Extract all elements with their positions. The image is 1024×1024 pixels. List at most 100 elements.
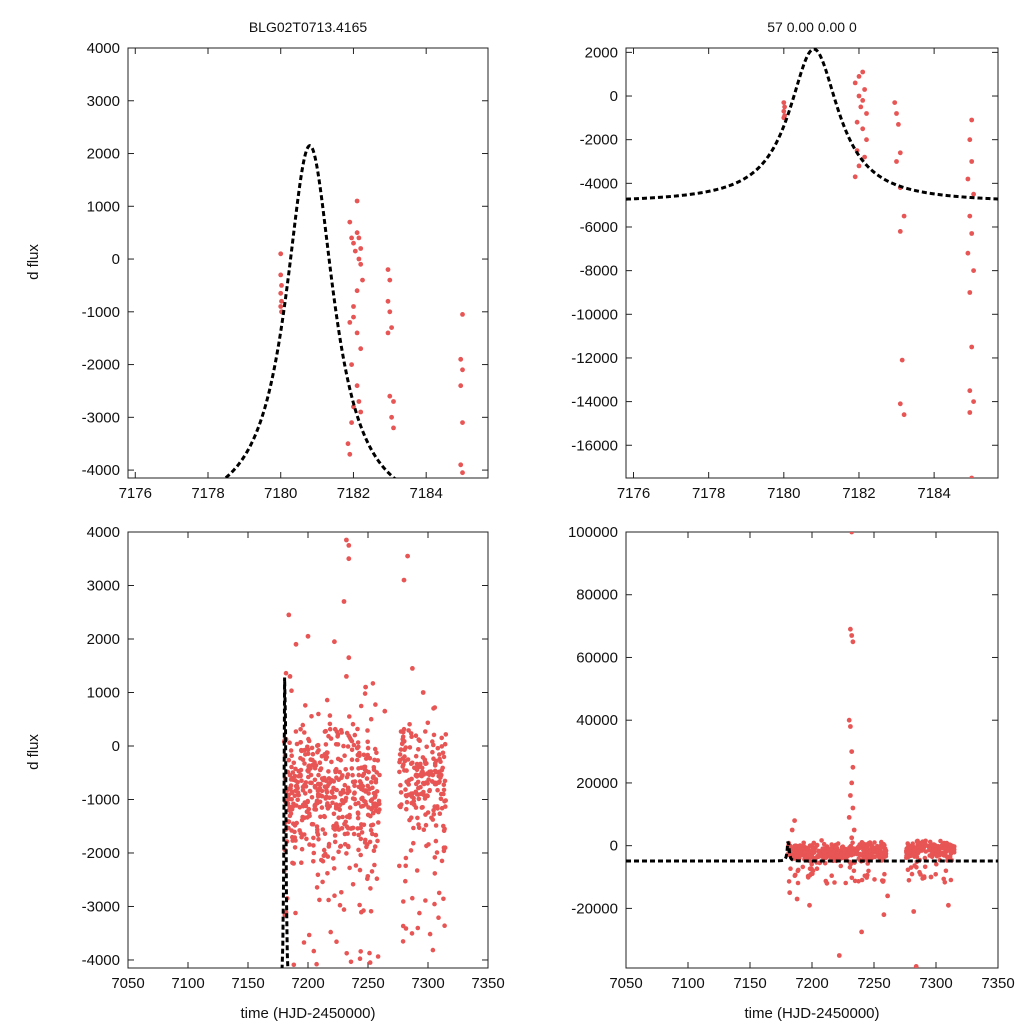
data-point (339, 798, 345, 803)
data-point (430, 817, 436, 822)
data-point (947, 844, 952, 850)
data-point (414, 868, 420, 873)
data-point (418, 761, 423, 767)
data-point (305, 768, 310, 773)
data-point (363, 768, 369, 774)
data-point (294, 741, 300, 747)
data-point (837, 855, 842, 860)
data-point (344, 537, 349, 543)
data-point (355, 740, 361, 745)
data-point (349, 235, 354, 241)
x-tick-label: 7350 (471, 975, 504, 992)
model-curve (223, 143, 397, 478)
data-point (885, 893, 890, 899)
data-point (421, 789, 426, 795)
data-point (926, 847, 932, 853)
panel-top-left: 7176 7178 7180 7182 7184 -4000 -3000 -2000 -1000… (82, 40, 489, 502)
data-point (357, 753, 362, 759)
data-point (358, 246, 364, 251)
data-point (407, 722, 412, 727)
data-point (866, 841, 871, 846)
data-point (339, 890, 344, 895)
data-point (278, 290, 284, 296)
plot-frame (625, 531, 999, 969)
data-point (400, 923, 406, 929)
data-point (326, 897, 331, 903)
y-tick-label: -2000 (82, 845, 120, 862)
data-point (350, 721, 356, 727)
data-point (309, 714, 314, 719)
data-point (897, 401, 903, 407)
data-point (356, 847, 361, 853)
data-point (337, 769, 343, 775)
data-point (306, 774, 311, 780)
y-tick-label: 100000 (568, 524, 618, 541)
model-curve (626, 841, 998, 863)
data-point (374, 789, 380, 794)
data-point (801, 849, 807, 855)
x-tick-label: 7182 (842, 485, 875, 502)
data-point (806, 852, 811, 858)
data-point (349, 362, 354, 367)
x-tick-label: 7200 (291, 975, 324, 992)
data-point (365, 783, 371, 789)
data-point (305, 799, 310, 805)
data-point (401, 762, 406, 767)
data-point (317, 760, 323, 765)
data-point (289, 789, 295, 795)
x-tick-label: 7100 (171, 975, 204, 992)
data-point (355, 726, 360, 732)
data-point (401, 899, 406, 904)
data-point (308, 780, 313, 786)
data-point (364, 844, 369, 850)
data-point (351, 831, 357, 837)
data-point (358, 949, 364, 954)
data-point (365, 745, 371, 751)
data-point (408, 731, 414, 736)
data-point (351, 314, 356, 320)
data-point (398, 790, 404, 795)
data-point (326, 841, 332, 847)
data-point (401, 577, 407, 583)
data-point (287, 773, 293, 778)
data-point (361, 908, 366, 913)
data-point (300, 757, 306, 762)
data-point (400, 734, 406, 739)
data-point (460, 470, 465, 476)
data-point (289, 764, 294, 770)
data-point (911, 909, 917, 914)
data-point (842, 847, 848, 853)
data-point (332, 833, 338, 838)
data-point (370, 822, 376, 828)
x-tick-label: 7184 (409, 485, 442, 502)
data-point (315, 872, 321, 878)
data-point (872, 840, 877, 845)
data-point (290, 834, 295, 840)
data-point (943, 868, 949, 874)
model-curve (626, 48, 998, 201)
data-point (414, 761, 420, 767)
data-point (882, 871, 887, 877)
data-point (324, 794, 329, 800)
data-point (442, 923, 447, 928)
data-point (424, 744, 430, 750)
data-point (845, 853, 850, 859)
data-point (331, 786, 337, 792)
data-point (355, 757, 360, 763)
data-point (439, 744, 445, 749)
data-point (349, 420, 354, 425)
data-point (458, 462, 464, 468)
y-tick-label: 0 (610, 88, 618, 105)
data-point (298, 727, 303, 732)
data-point (389, 325, 394, 330)
data-point (426, 842, 431, 847)
data-point (345, 787, 351, 792)
data-point (342, 821, 347, 827)
data-point (414, 774, 420, 779)
data-point (809, 871, 814, 876)
data-point (850, 840, 855, 845)
x-tick-label: 7300 (411, 975, 444, 992)
data-point (852, 174, 858, 180)
data-point (336, 815, 342, 820)
